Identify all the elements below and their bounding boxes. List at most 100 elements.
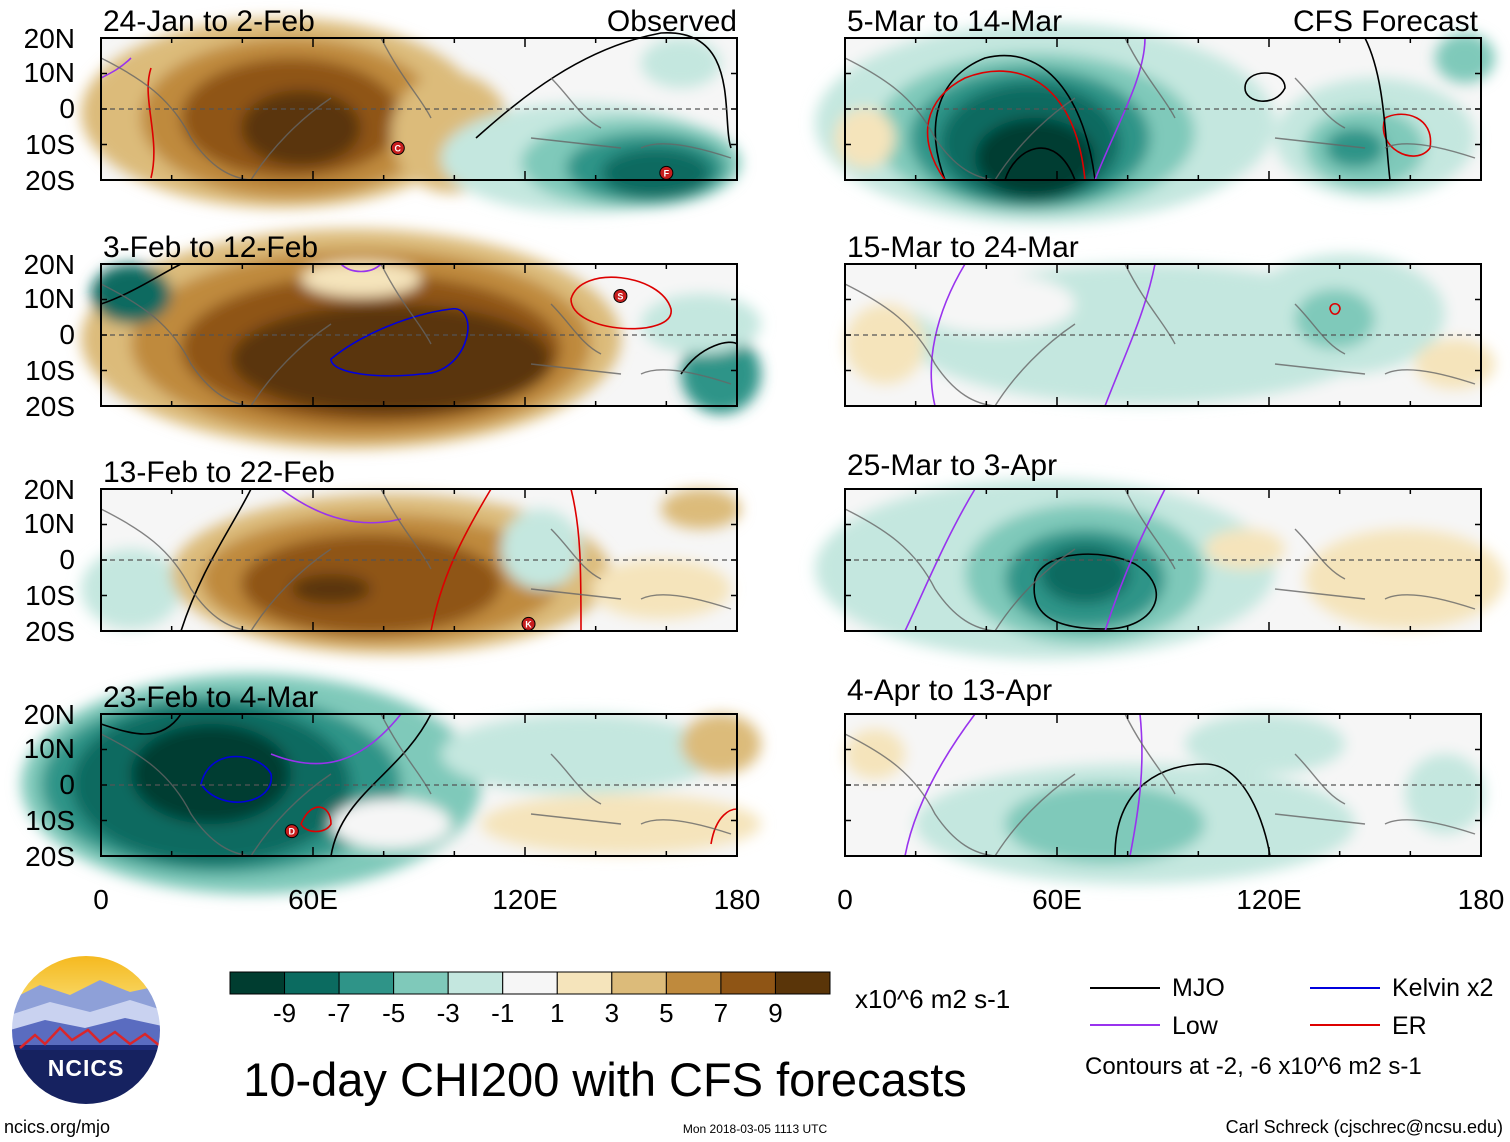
lat-label: 10S	[25, 355, 75, 386]
panel-title-fcst-2: 15-Mar to 24-Mar	[847, 231, 1079, 264]
panel-obs-2: S	[81, 229, 761, 449]
panel-obs-1: CF	[81, 18, 741, 213]
continent-outlines	[100, 37, 732, 181]
colorbar-label: 9	[768, 998, 782, 1028]
colorbar-label: 1	[550, 998, 564, 1028]
lat-label: 20S	[25, 841, 75, 872]
anomaly-field	[81, 489, 741, 654]
colorbar-swatch	[502, 971, 558, 995]
anomaly-field	[845, 254, 1495, 404]
colorbar-swatch	[229, 971, 286, 995]
lat-label: 20N	[24, 474, 75, 505]
storm-marker	[284, 824, 299, 839]
lon-label: 0	[837, 884, 853, 915]
lon-label: 180	[714, 884, 761, 915]
observed-label: Observed	[607, 5, 737, 38]
storm-marker-letter: D	[289, 827, 296, 837]
lat-label: 20S	[25, 165, 75, 196]
panel-fcst-1	[815, 23, 1495, 223]
legend-mjo-label: MJO	[1172, 974, 1225, 1002]
continent-outlines	[844, 713, 1476, 857]
lat-label: 10N	[24, 508, 75, 539]
legend: MJO Low Kelvin x2 ER Contours at -2, -6 …	[1085, 974, 1493, 1080]
cfs-forecast-label: CFS Forecast	[1293, 5, 1479, 38]
legend-er-label: ER	[1392, 1012, 1427, 1040]
footer-author: Carl Schreck (cjschrec@ncsu.edu)	[1226, 1117, 1503, 1137]
contours	[100, 713, 738, 857]
colorbar-label: -5	[382, 998, 405, 1028]
lat-label: 0	[59, 93, 75, 124]
lon-label: 60E	[288, 884, 338, 915]
lat-label: 20N	[24, 699, 75, 730]
storm-marker-letter: K	[525, 619, 532, 629]
legend-kelvin-label: Kelvin x2	[1392, 974, 1493, 1002]
footer-timestamp: Mon 2018-03-05 1113 UTC	[683, 1122, 828, 1136]
storm-markers: CF	[390, 141, 674, 180]
colorbar-label: 5	[659, 998, 673, 1028]
legend-low-label: Low	[1172, 1012, 1219, 1040]
lon-label: 120E	[492, 884, 557, 915]
continent-outlines	[100, 713, 732, 857]
anomaly-field	[81, 229, 761, 449]
lon-labels: 0 60E 120E 180 0 60E 120E 180	[93, 884, 1504, 915]
colorbar-units: x10^6 m2 s-1	[855, 984, 1010, 1014]
lat-label: 10S	[25, 580, 75, 611]
contours	[100, 32, 732, 179]
lat-label: 20S	[25, 616, 75, 647]
contours	[904, 488, 1166, 632]
lat-label: 0	[59, 319, 75, 350]
contours	[926, 37, 1432, 181]
panel-fcst-2	[844, 254, 1495, 407]
colorbar-swatch	[665, 971, 722, 995]
colorbar-label: -1	[491, 998, 514, 1028]
anomaly-field	[81, 18, 741, 213]
lat-label: 20N	[24, 23, 75, 54]
contours	[100, 263, 738, 377]
colorbar-swatch	[611, 971, 667, 995]
lat-labels: 20N 10N 0 10S 20S 20N 10N 0 10S 20S 20N …	[24, 23, 75, 872]
storm-marker-letter: S	[617, 291, 623, 301]
panel-fcst-3	[815, 479, 1505, 659]
storm-marker	[613, 288, 628, 303]
panel-obs-3: K	[81, 488, 741, 654]
panel-title-obs-1: 24-Jan to 2-Feb	[103, 5, 315, 38]
legend-contour-note: Contours at -2, -6 x10^6 m2 s-1	[1085, 1053, 1422, 1080]
anomaly-field	[21, 674, 761, 894]
anomaly-field	[815, 479, 1505, 659]
footer-url: ncics.org/mjo	[4, 1117, 110, 1137]
storm-marker-letter: C	[395, 144, 402, 154]
lon-label: 180	[1458, 884, 1505, 915]
panel-title-fcst-4: 4-Apr to 13-Apr	[847, 674, 1052, 707]
colorbar-label: 3	[605, 998, 619, 1028]
colorbar-swatch	[774, 971, 831, 995]
lon-label: 0	[93, 884, 109, 915]
ncics-logo: NCICS	[10, 954, 162, 1106]
storm-markers: K	[521, 616, 536, 631]
lat-label: 10S	[25, 129, 75, 160]
lat-label: 20S	[25, 391, 75, 422]
colorbar-swatch	[393, 971, 449, 995]
storm-marker-letter: F	[664, 168, 670, 178]
contours	[904, 713, 1271, 857]
colorbar-label: -7	[328, 998, 351, 1028]
colorbar-swatch	[338, 971, 395, 995]
colorbar-swatch	[720, 971, 776, 995]
panel-fcst-4	[844, 713, 1485, 884]
continent-outlines	[844, 488, 1476, 632]
colorbar-label: -9	[273, 998, 296, 1028]
continent-outlines	[844, 37, 1476, 181]
lat-label: 0	[59, 544, 75, 575]
storm-markers: S	[613, 288, 628, 303]
lat-label: 10N	[24, 283, 75, 314]
contours	[180, 488, 582, 632]
panel-obs-4: D	[21, 674, 761, 894]
panel-title-fcst-3: 25-Mar to 3-Apr	[847, 449, 1057, 482]
storm-marker	[521, 616, 536, 631]
colorbar-swatch	[447, 971, 504, 995]
lat-label: 10S	[25, 805, 75, 836]
storm-markers: D	[284, 824, 299, 839]
anomaly-field	[815, 23, 1495, 223]
continent-outlines	[844, 263, 1476, 407]
lat-label: 20N	[24, 249, 75, 280]
